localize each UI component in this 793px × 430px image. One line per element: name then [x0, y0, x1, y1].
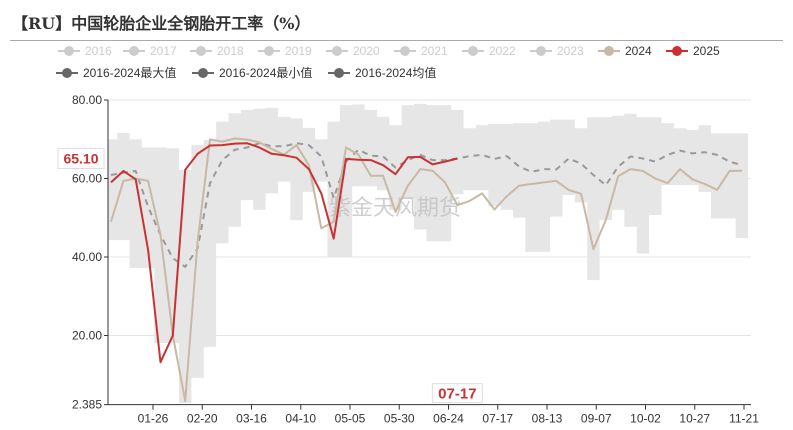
x-tick-label: 08-13: [532, 412, 563, 426]
legend-dot-icon: [129, 46, 139, 56]
x-tick-label: 07-17: [482, 412, 513, 426]
legend-label: 2022: [489, 44, 516, 58]
legend-dot-icon: [604, 46, 614, 56]
legend-item-2016-2024最大值[interactable]: 2016-2024最大值: [56, 65, 176, 80]
y-pointer-box: [57, 147, 105, 169]
x-tick-label: 06-24: [433, 412, 464, 426]
legend-item-2017[interactable]: 2017: [123, 44, 177, 58]
legend-dot-icon: [400, 46, 410, 56]
y-tick-label: 20.00: [72, 329, 102, 343]
x-tick-label: 02-20: [187, 412, 218, 426]
legend-item-2024[interactable]: 2024: [598, 44, 652, 58]
x-pointer-label: 07-17: [438, 386, 476, 403]
legend-item-2018[interactable]: 2018: [190, 44, 244, 58]
x-tick-label: 10-27: [679, 412, 710, 426]
y-tick-label: 60.00: [72, 172, 102, 186]
y-tick-label: 2.385: [72, 398, 102, 412]
legend-label: 2025: [693, 44, 720, 58]
x-tick-label: 04-10: [285, 412, 316, 426]
x-tick-label: 11-21: [729, 412, 759, 426]
legend-dot-icon: [264, 46, 274, 56]
legend-dot-icon: [468, 46, 478, 56]
series-lines: [110, 137, 743, 402]
legend-dot-icon: [536, 46, 546, 56]
x-tick-label: 10-02: [630, 412, 661, 426]
series-line-2025: [110, 142, 458, 364]
legend-item-2016[interactable]: 2016: [58, 44, 112, 58]
legend-dot-icon: [334, 68, 344, 78]
legend-label: 2016-2024最大值: [83, 65, 176, 80]
y-tick-label: 40.00: [72, 250, 102, 264]
y-pointer-label: 65.10: [63, 150, 98, 166]
legend-dot-icon: [62, 68, 72, 78]
legend-label: 2019: [285, 44, 312, 58]
legend-item-2022[interactable]: 2022: [462, 44, 516, 58]
legend-label: 2024: [625, 44, 652, 58]
legend-item-2021[interactable]: 2021: [394, 44, 448, 58]
x-tick-label: 03-16: [236, 412, 267, 426]
legend-item-2016-2024最小值[interactable]: 2016-2024最小值: [192, 65, 312, 80]
title-divider: [10, 40, 783, 41]
legend-item-2016-2024均值[interactable]: 2016-2024均值: [328, 65, 436, 80]
legend-item-2023[interactable]: 2023: [530, 44, 584, 58]
legend-item-2025[interactable]: 2025: [666, 44, 720, 58]
legend-dot-icon: [198, 68, 208, 78]
legend-label: 2017: [150, 44, 177, 58]
chart-title: 【RU】中国轮胎企业全钢胎开工率（%）: [12, 14, 311, 33]
legend-label: 2023: [557, 44, 584, 58]
legend-dot-icon: [196, 46, 206, 56]
legend-label: 2016-2024最小值: [219, 65, 312, 80]
legend-dot-icon: [332, 46, 342, 56]
x-tick-label: 01-26: [138, 412, 169, 426]
series-line-2024: [110, 137, 742, 402]
legend-dot-icon: [672, 46, 682, 56]
legend-dot-icon: [64, 46, 74, 56]
x-tick-label: 09-07: [581, 412, 612, 426]
legend-label: 2021: [421, 44, 448, 58]
max-min-band: [108, 103, 749, 404]
legend-label: 2018: [217, 44, 244, 58]
legend-item-2019[interactable]: 2019: [258, 44, 312, 58]
x-tick-label: 05-05: [335, 412, 366, 426]
series-line-2016-2024均值: [110, 142, 743, 268]
x-pointer-box: [431, 383, 483, 404]
y-tick-label: 80.00: [72, 93, 102, 107]
legend-label: 2020: [353, 44, 380, 58]
legend-label: 2016: [85, 44, 112, 58]
x-tick-label: 05-30: [384, 412, 415, 426]
legend-item-2020[interactable]: 2020: [326, 44, 380, 58]
legend: 2016 2017 2018 2019 2020 2021 2022 2023 2024 2025…: [56, 44, 720, 80]
max-min-area: [108, 103, 749, 404]
legend-label: 2016-2024均值: [355, 65, 436, 80]
axes: 80.00 60.00 40.00 20.00 2.385 01-26 02-20 03-16…: [57, 93, 759, 426]
